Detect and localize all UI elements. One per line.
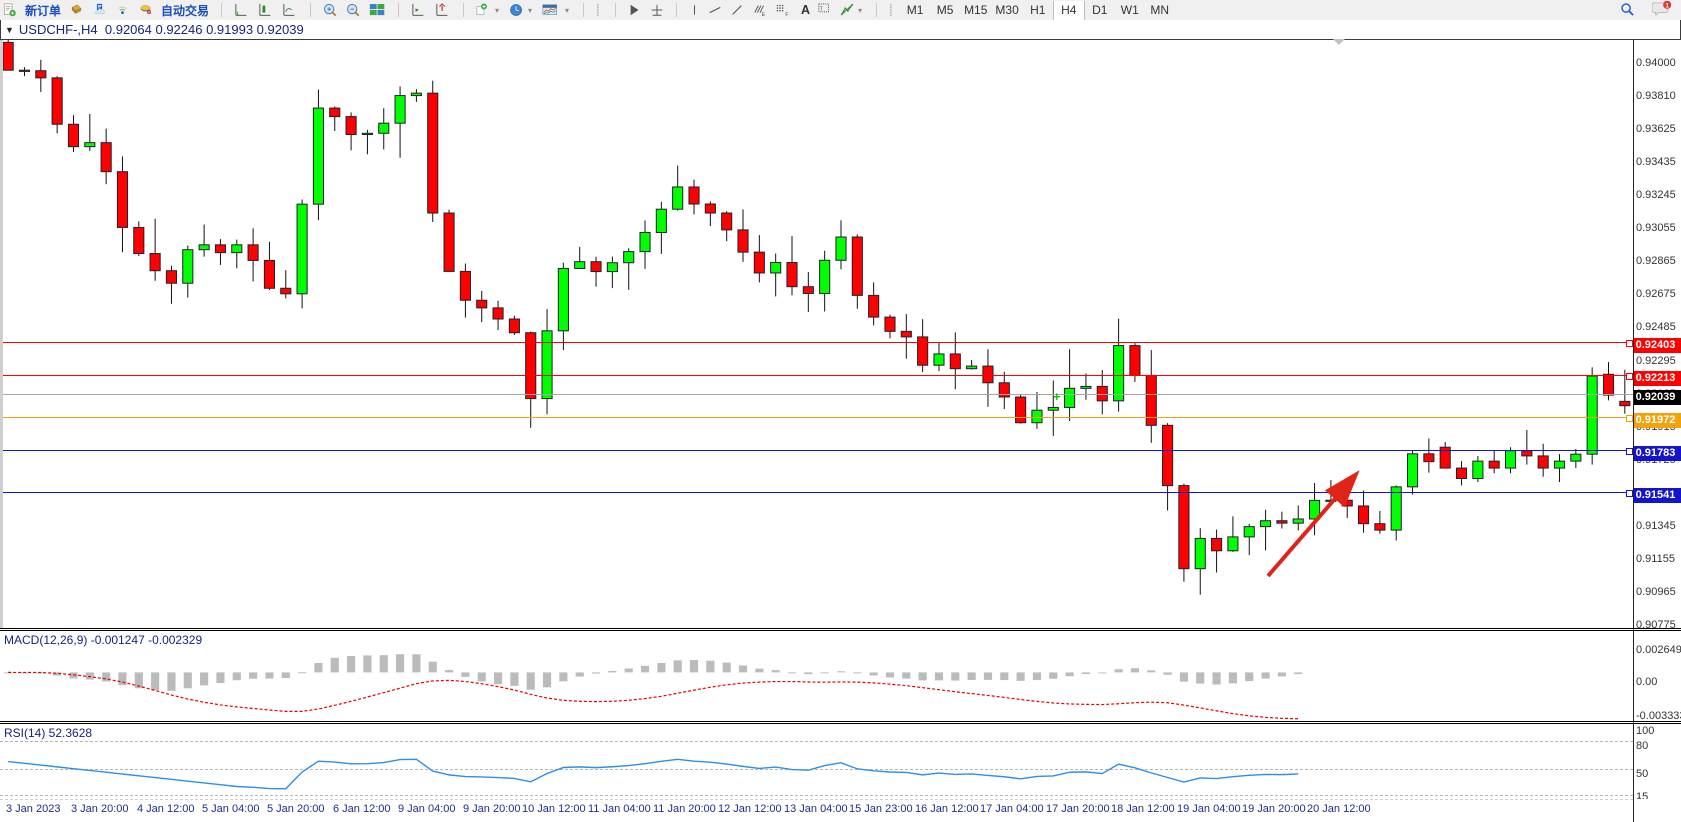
svg-text:T: T [820, 6, 824, 12]
svg-text:F: F [785, 12, 788, 17]
svg-text:E: E [762, 12, 766, 17]
